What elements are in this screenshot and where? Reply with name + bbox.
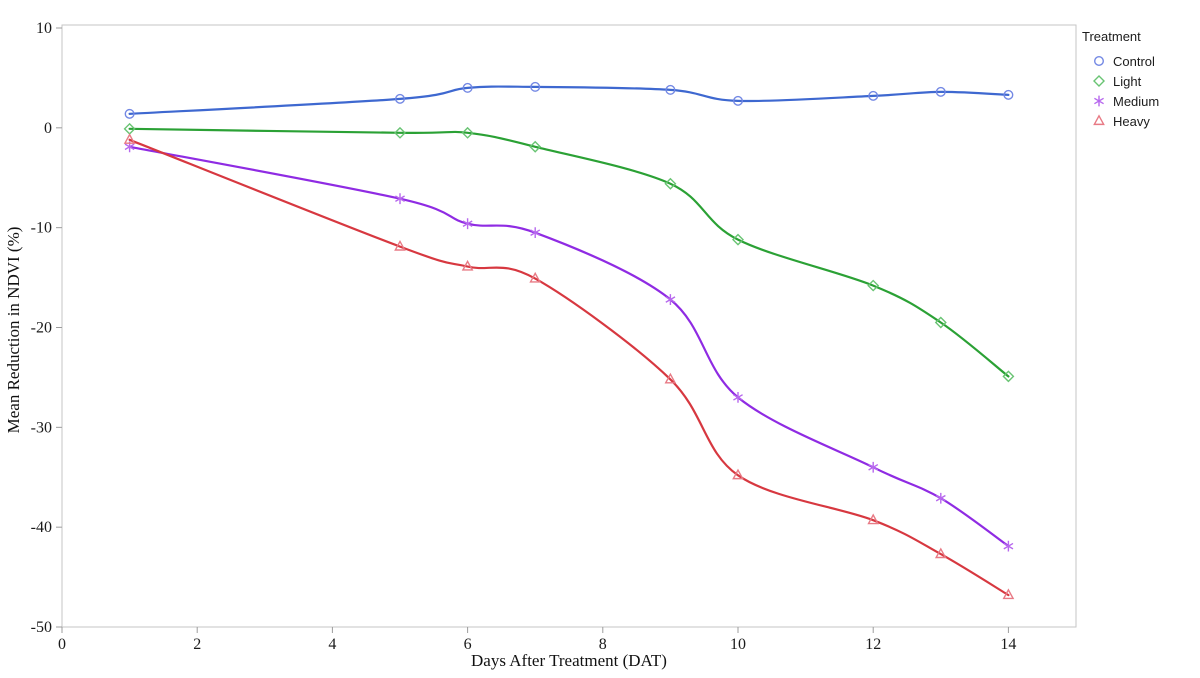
x-tick-label: 4	[328, 636, 336, 653]
y-tick-label: -40	[31, 519, 52, 536]
diamond-marker-icon	[1093, 75, 1105, 87]
x-tick-label: 2	[193, 636, 201, 653]
series-line-light	[128, 127, 1010, 378]
triangle-marker-icon	[123, 133, 136, 144]
asterisk-marker-icon	[530, 227, 541, 239]
circle-marker-icon	[124, 108, 135, 119]
triangle-marker-icon	[529, 271, 542, 283]
circle-marker-icon	[462, 82, 473, 93]
legend-item-label: Light	[1113, 73, 1142, 89]
diamond-marker-icon	[732, 233, 744, 246]
asterisk-marker-icon	[462, 218, 473, 230]
asterisk-marker-icon	[935, 492, 946, 504]
diamond-marker-icon	[529, 140, 542, 153]
plot-frame	[61, 24, 1077, 628]
triangle-marker-icon	[867, 513, 880, 525]
series-line-heavy	[128, 138, 1010, 597]
legend-item-label: Medium	[1113, 93, 1160, 109]
asterisk-marker-icon	[868, 461, 879, 473]
legend-item-light: Light	[1082, 71, 1159, 91]
legend-item-control: Control	[1082, 51, 1159, 71]
triangle-marker-icon	[664, 372, 677, 384]
x-tick-label: 12	[865, 636, 881, 653]
diamond-marker-icon	[934, 316, 947, 329]
triangle-marker-icon	[1002, 588, 1015, 600]
y-tick-label: -50	[31, 619, 52, 636]
asterisk-marker-icon	[1094, 95, 1104, 107]
triangle-marker-icon	[461, 259, 474, 271]
asterisk-marker-icon	[1094, 95, 1104, 107]
asterisk-marker-icon	[1003, 540, 1014, 552]
circle-marker-icon	[935, 86, 946, 97]
diamond-marker-icon	[1002, 370, 1015, 383]
y-tick-label: -30	[31, 419, 52, 436]
series-line-medium	[128, 145, 1010, 548]
diamond-marker-icon	[461, 126, 474, 139]
x-tick-label: 14	[1000, 636, 1016, 653]
asterisk-marker-icon	[733, 391, 743, 403]
x-tick-label: 8	[599, 636, 607, 653]
circle-marker-icon	[868, 90, 879, 101]
legend-title: Treatment	[1082, 29, 1141, 44]
series-line-control	[128, 85, 1010, 115]
y-tick-label: 10	[36, 20, 52, 37]
triangle-marker-icon	[394, 239, 406, 251]
diamond-marker-icon	[394, 126, 406, 139]
diamond-marker-icon	[1093, 75, 1105, 87]
legend-item-label: Control	[1113, 53, 1155, 69]
legend-item-medium: Medium	[1082, 91, 1159, 111]
x-axis-title: Days After Treatment (DAT)	[471, 651, 667, 670]
circle-marker-icon	[665, 84, 676, 95]
diamond-marker-icon	[664, 177, 677, 190]
y-tick-label: -10	[31, 220, 52, 237]
circle-marker-icon	[395, 93, 406, 104]
asterisk-marker-icon	[395, 193, 405, 205]
diamond-marker-icon	[867, 279, 880, 292]
x-tick-label: 10	[730, 636, 746, 653]
triangle-marker-icon	[732, 468, 744, 480]
y-tick-label: -20	[31, 319, 52, 336]
legend: Treatment Control Light Medium Heavy	[1082, 29, 1159, 131]
circle-marker-icon	[530, 81, 541, 92]
triangle-marker-icon	[1093, 114, 1105, 126]
y-axis-title: Mean Reduction in NDVI (%)	[4, 226, 23, 434]
circle-marker-icon	[1003, 89, 1014, 100]
legend-item-heavy: Heavy	[1082, 111, 1159, 131]
legend-item-label: Heavy	[1113, 113, 1150, 129]
circle-marker-icon	[733, 95, 744, 106]
circle-marker-icon	[1093, 55, 1105, 67]
x-tick-label: 6	[464, 636, 472, 653]
x-tick-label: 0	[58, 636, 66, 653]
triangle-marker-icon	[934, 547, 947, 559]
y-tick-label: 0	[44, 120, 52, 137]
asterisk-marker-icon	[665, 294, 676, 305]
circle-marker-icon	[1093, 55, 1105, 67]
triangle-marker-icon	[1093, 114, 1105, 126]
